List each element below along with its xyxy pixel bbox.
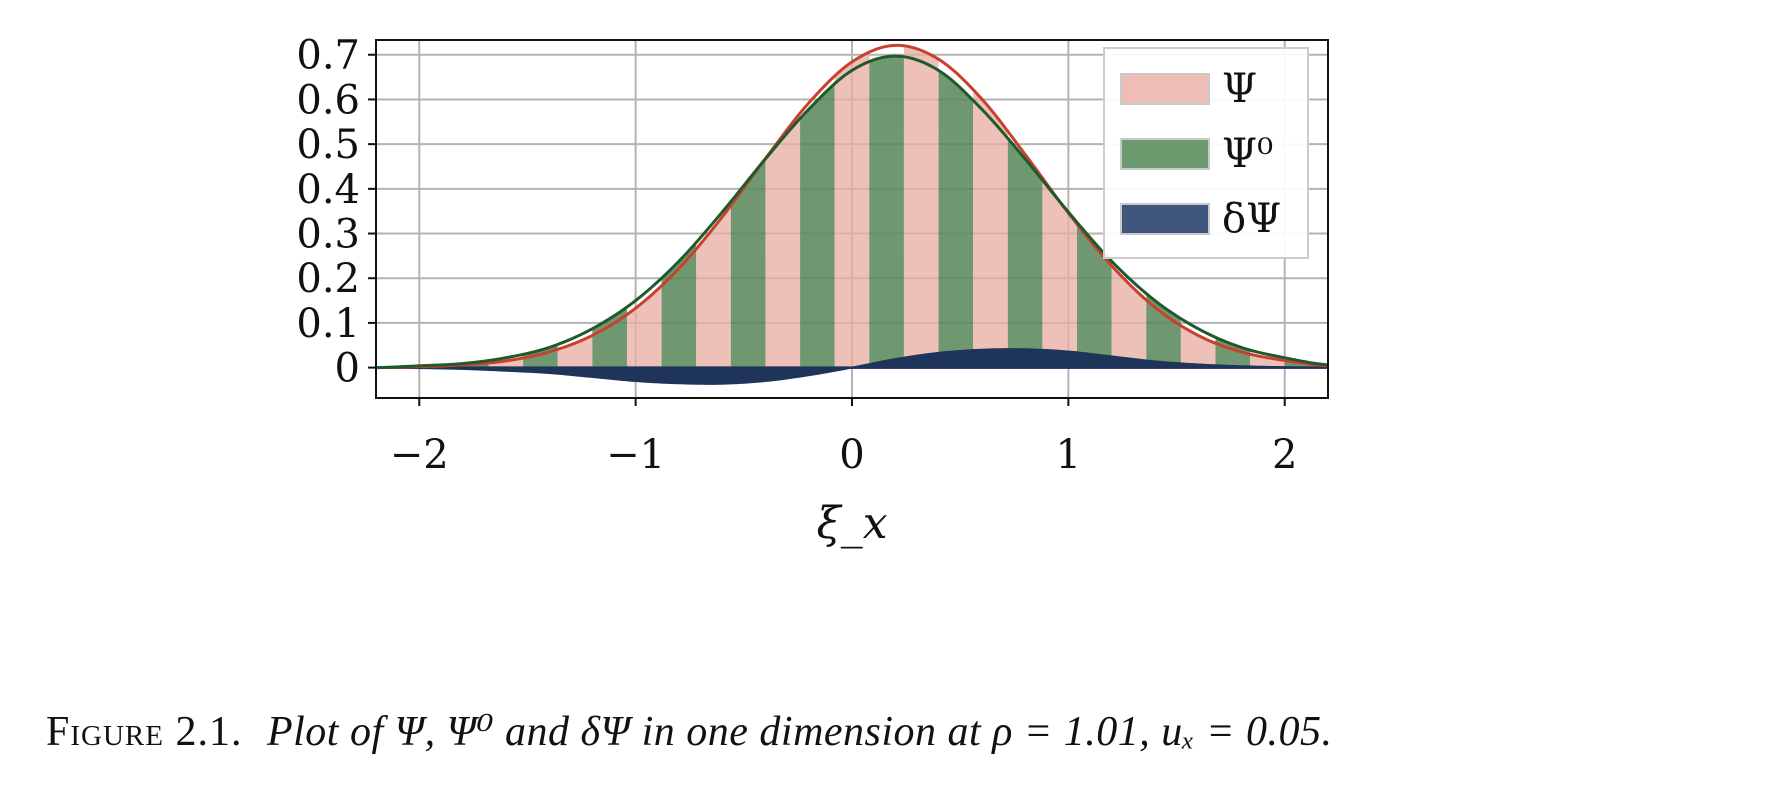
- legend-label: δΨ: [1222, 196, 1281, 242]
- psi-stripe: [903, 45, 939, 368]
- psi0-stripe: [1077, 222, 1112, 368]
- y-tick-label: 0.6: [296, 77, 360, 123]
- legend: Ψ Ψ⁰ δΨ: [1103, 47, 1309, 259]
- psi0-line: [376, 54, 1328, 370]
- x-axis-label: ξ_x: [816, 498, 887, 549]
- psi-stripe: [1180, 325, 1216, 368]
- psi0-stripe: [730, 158, 766, 368]
- psi0-stripe: [1146, 293, 1181, 368]
- y-tick-label: 0.3: [296, 212, 360, 258]
- psi0-stripe: [523, 344, 558, 368]
- y-tick-label: 0.4: [296, 167, 360, 213]
- legend-label: Ψ⁰: [1222, 131, 1273, 177]
- x-tick-label: 1: [1056, 432, 1081, 478]
- y-tick-label: 0.7: [296, 33, 360, 79]
- psi-stripe: [1111, 265, 1147, 368]
- psi-stripe: [696, 205, 731, 368]
- legend-swatch: [1120, 138, 1210, 170]
- psi-stripe: [1042, 177, 1078, 368]
- legend-swatch: [1120, 73, 1210, 105]
- psi0-stripe: [869, 56, 904, 368]
- y-tick-label: 0.1: [296, 301, 360, 347]
- psi0-stripe: [938, 70, 974, 368]
- x-tick-label: 0: [839, 432, 864, 478]
- psi0-stripe: [661, 242, 697, 368]
- x-tick-label: −2: [390, 432, 449, 478]
- psi-stripe: [626, 285, 662, 368]
- x-tick-label: 2: [1272, 432, 1297, 478]
- plot-area: [376, 43, 1328, 385]
- y-tick-label: 0.5: [296, 122, 360, 168]
- psi-stripe: [557, 335, 593, 368]
- psi0-stripe: [1007, 138, 1043, 368]
- figure-caption: Figure 2.1. Plot of Ψ, Ψ⁰ and δΨ in one …: [46, 706, 1746, 756]
- y-tick-label: 0.2: [296, 256, 360, 302]
- y-tick-label: 0: [335, 346, 360, 392]
- psi0-stripe: [1215, 337, 1251, 368]
- psi-line: [376, 43, 1328, 370]
- psi-stripe: [834, 52, 870, 368]
- psi0-stripe: [592, 307, 627, 368]
- psi-stripe: [765, 113, 801, 368]
- caption-text: Plot of Ψ, Ψ⁰ and δΨ in one dimension at…: [266, 709, 1333, 755]
- legend-swatch: [1120, 203, 1210, 235]
- psi-stripe: [973, 89, 1008, 368]
- x-tick-label: −1: [606, 432, 665, 478]
- legend-label: Ψ: [1222, 66, 1257, 112]
- psi0-stripe: [800, 83, 835, 368]
- ticks: −2 −1 0 1 200.10.20.30.40.50.60.7: [296, 33, 1297, 478]
- caption-label: Figure 2.1.: [46, 709, 243, 755]
